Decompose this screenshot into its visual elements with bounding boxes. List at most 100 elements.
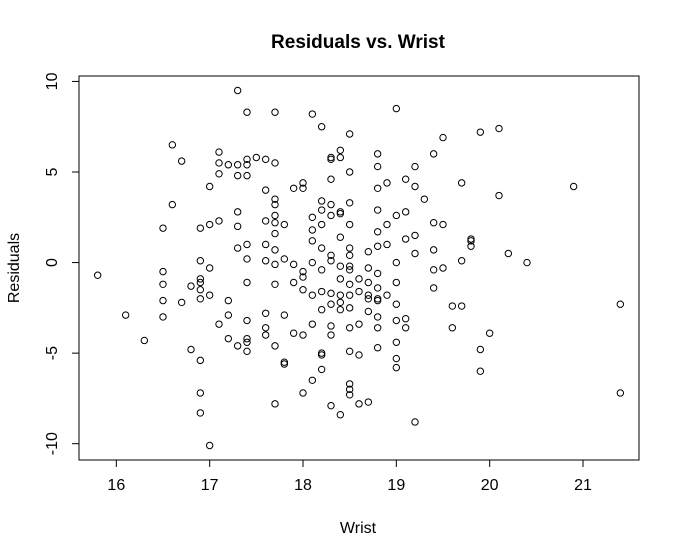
data-point <box>336 146 345 154</box>
data-point <box>411 231 419 240</box>
data-point <box>205 220 214 229</box>
data-point <box>280 360 289 368</box>
data-point <box>345 251 354 260</box>
data-point <box>345 199 354 207</box>
data-point <box>392 258 401 267</box>
data-point <box>261 240 270 249</box>
data-point <box>616 300 625 308</box>
data-point <box>289 278 298 287</box>
data-point <box>271 200 279 209</box>
data-point <box>457 179 466 187</box>
data-point <box>289 329 298 337</box>
data-point <box>336 209 345 218</box>
x-axis-label: Wrist <box>340 520 377 537</box>
data-point <box>159 313 167 321</box>
data-point <box>243 255 251 263</box>
data-point <box>355 320 363 328</box>
data-point <box>233 244 242 252</box>
data-point <box>336 275 345 283</box>
data-point <box>373 313 382 321</box>
data-point <box>261 186 270 194</box>
data-point <box>383 291 391 299</box>
data-point <box>420 195 429 203</box>
data-point <box>196 286 205 294</box>
y-tick-label: 0 <box>44 258 61 267</box>
data-point <box>196 257 205 265</box>
data-point <box>345 380 354 388</box>
data-point <box>373 162 382 171</box>
data-point <box>364 398 373 406</box>
data-point <box>280 311 289 319</box>
data-point <box>159 224 167 232</box>
data-point <box>355 287 363 296</box>
data-point <box>364 264 373 272</box>
data-point <box>373 228 382 236</box>
data-point <box>224 334 233 343</box>
data-point <box>168 141 177 149</box>
data-point <box>345 291 354 299</box>
data-point <box>261 257 270 265</box>
data-point <box>336 298 345 307</box>
data-point <box>308 258 317 267</box>
data-point <box>327 211 335 220</box>
data-point <box>271 159 279 167</box>
data-point <box>345 391 354 399</box>
data-point <box>336 153 345 162</box>
data-point <box>271 280 279 289</box>
data-point <box>289 260 298 269</box>
data-point <box>243 161 251 169</box>
data-point <box>317 266 326 274</box>
data-point <box>373 150 382 158</box>
data-point <box>392 363 401 372</box>
data-point <box>364 247 373 256</box>
data-point <box>345 244 354 252</box>
x-tick-label: 20 <box>481 477 499 494</box>
data-point <box>336 305 345 314</box>
data-point <box>317 123 326 131</box>
data-point <box>383 179 391 187</box>
data-point <box>429 266 438 274</box>
data-point <box>327 251 335 260</box>
data-point <box>205 291 214 299</box>
data-point <box>392 316 401 325</box>
data-point <box>196 295 205 303</box>
x-tick-label: 18 <box>294 477 312 494</box>
data-point <box>317 287 326 296</box>
data-point <box>317 197 326 205</box>
data-point <box>233 171 242 180</box>
y-tick-label: 5 <box>44 167 61 176</box>
data-point <box>467 242 475 250</box>
data-point <box>271 195 279 203</box>
data-point <box>616 389 625 397</box>
data-point <box>429 284 438 292</box>
data-point <box>392 300 401 308</box>
data-point <box>457 257 466 265</box>
data-point <box>317 220 326 229</box>
data-point <box>327 331 335 339</box>
data-point <box>327 175 335 183</box>
data-point <box>317 206 326 214</box>
data-point <box>327 401 335 410</box>
data-point <box>476 128 485 136</box>
data-point <box>271 219 279 227</box>
data-point <box>308 226 317 234</box>
data-point <box>205 441 214 450</box>
data-point <box>373 296 382 305</box>
data-point <box>196 224 205 232</box>
data-point <box>299 184 307 193</box>
data-point <box>383 220 391 229</box>
data-point <box>373 343 382 352</box>
data-point <box>261 309 270 317</box>
data-point <box>168 200 177 209</box>
data-point <box>271 108 279 116</box>
data-point <box>569 182 578 191</box>
y-tick-label: 10 <box>44 72 61 90</box>
data-point <box>289 184 298 193</box>
data-point <box>233 222 242 231</box>
data-point <box>196 275 205 283</box>
data-point <box>495 191 503 200</box>
data-point <box>215 159 223 167</box>
data-point <box>271 229 279 238</box>
data-point <box>140 336 149 345</box>
data-point <box>93 271 102 279</box>
